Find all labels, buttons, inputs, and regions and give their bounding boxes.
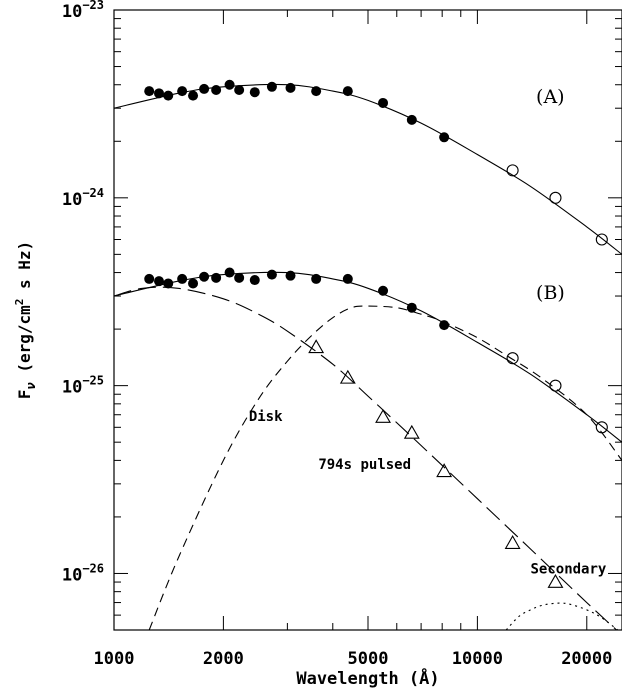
y-tick-base: 10: [62, 190, 82, 210]
data-point-filled: [439, 132, 450, 143]
y-tick-exponent: −23: [82, 0, 104, 12]
data-point-open: [595, 233, 608, 246]
data-point-filled: [266, 269, 277, 280]
data-point-filled: [285, 270, 296, 281]
data-point-filled: [234, 85, 245, 96]
data-point-filled: [199, 83, 210, 94]
data-point-filled: [177, 273, 188, 284]
y-tick-exponent: −24: [82, 186, 104, 200]
curve-annotation: Secondary: [530, 561, 606, 577]
model-curve-long-dashed: [114, 286, 618, 630]
y-axis-title-part: s Hz): [15, 241, 34, 299]
data-point-triangle: [375, 408, 391, 423]
data-point-open: [506, 352, 519, 365]
data-point-filled: [163, 278, 174, 289]
y-tick-label: 10−26: [62, 561, 104, 585]
x-tick-label: 1000: [94, 649, 135, 669]
y-tick-label: 10−24: [62, 186, 104, 210]
data-point-filled: [378, 97, 389, 108]
curve-annotation: 794s pulsed: [318, 457, 411, 473]
data-point-filled: [234, 272, 245, 283]
data-point-filled: [144, 273, 155, 284]
model-curve-solid: [114, 83, 622, 255]
y-axis-title-part: (erg/cm: [15, 305, 34, 382]
data-point-filled: [144, 86, 155, 97]
data-point-filled: [311, 86, 322, 97]
data-point-filled: [211, 272, 222, 283]
data-point-filled: [406, 114, 417, 125]
data-point-filled: [266, 81, 277, 92]
data-point-filled: [342, 273, 353, 284]
model-curve-dashed: [148, 305, 622, 630]
y-axis-title-part: ν: [24, 382, 38, 389]
data-point-triangle: [436, 463, 453, 478]
y-axis-title: Fν (erg/cm2 s Hz): [13, 241, 38, 399]
x-tick-label: 5000: [348, 649, 389, 669]
data-point-filled: [211, 85, 222, 96]
x-tick-label: 10000: [452, 649, 503, 669]
data-point-triangle: [403, 424, 420, 439]
data-point-filled: [199, 271, 210, 282]
curve-annotation: Disk: [249, 409, 283, 425]
data-point-triangle: [308, 339, 325, 354]
data-point-filled: [163, 90, 174, 101]
data-point-filled: [177, 86, 188, 97]
y-tick-base: 10: [62, 2, 82, 22]
y-tick-exponent: −25: [82, 374, 104, 388]
data-point-filled: [439, 320, 450, 331]
data-point-filled: [342, 86, 353, 97]
data-point-filled: [154, 88, 165, 99]
data-point-filled: [154, 276, 165, 287]
model-curve-dotted: [505, 602, 619, 630]
x-tick-label: 2000: [203, 649, 244, 669]
data-point-filled: [311, 273, 322, 284]
data-point-filled: [285, 82, 296, 93]
data-point-triangle: [547, 573, 564, 588]
data-point-filled: [249, 87, 260, 98]
y-tick-exponent: −26: [82, 561, 104, 575]
panel-label: (A): [536, 86, 565, 108]
y-tick-label: 10−25: [62, 374, 104, 398]
data-point-triangle: [339, 369, 356, 384]
y-tick-label: 10−23: [62, 0, 104, 22]
x-axis-title: Wavelength (Å): [296, 666, 439, 689]
y-tick-base: 10: [62, 565, 82, 585]
data-point-filled: [406, 302, 417, 313]
data-point-filled: [249, 275, 260, 286]
data-point-open: [506, 164, 519, 177]
data-point-filled: [378, 285, 389, 296]
data-point-open: [595, 421, 608, 434]
y-axis-title-part: 2: [13, 299, 26, 306]
data-point-filled: [224, 267, 235, 278]
data-point-open: [549, 191, 562, 204]
data-point-filled: [188, 278, 199, 289]
data-point-filled: [224, 79, 235, 90]
x-tick-label: 20000: [561, 649, 612, 669]
panel-label: (B): [536, 282, 565, 304]
y-axis-title-part: F: [15, 390, 34, 400]
data-point-open: [549, 379, 562, 392]
data-point-filled: [188, 90, 199, 101]
y-tick-base: 10: [62, 378, 82, 398]
data-point-triangle: [504, 535, 521, 549]
